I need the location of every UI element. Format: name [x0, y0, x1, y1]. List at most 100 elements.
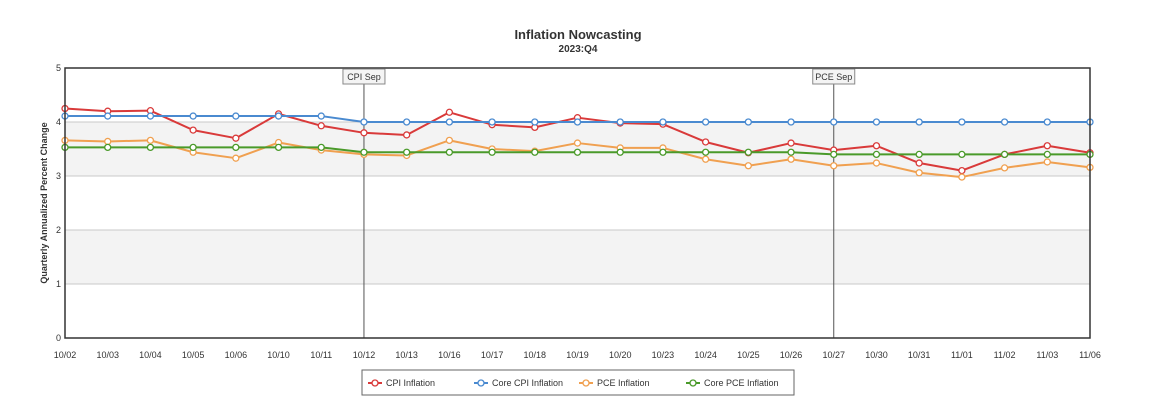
x-tick-label: 10/02 — [54, 350, 77, 360]
data-point[interactable] — [915, 150, 923, 159]
data-point[interactable] — [659, 118, 667, 126]
data-point[interactable] — [317, 112, 325, 120]
data-point[interactable] — [445, 108, 454, 116]
gridlines — [65, 67, 1090, 339]
y-tick-label: 5 — [56, 63, 61, 73]
data-point[interactable] — [1043, 158, 1051, 166]
annotation-lines — [363, 68, 835, 338]
x-tick-label: 11/06 — [1079, 350, 1101, 360]
data-point[interactable] — [659, 148, 667, 156]
legend-item[interactable]: PCE Inflation — [579, 378, 650, 388]
data-point[interactable] — [573, 118, 582, 126]
data-point[interactable] — [360, 129, 368, 137]
data-point[interactable] — [744, 162, 752, 170]
x-tick-label: 10/16 — [438, 350, 461, 360]
data-point[interactable] — [403, 148, 411, 156]
data-point[interactable] — [146, 143, 155, 152]
data-point[interactable] — [701, 118, 710, 126]
x-tick-label: 10/24 — [694, 350, 717, 360]
data-point[interactable] — [915, 169, 923, 177]
data-point[interactable] — [1000, 150, 1009, 159]
data-point[interactable] — [1043, 118, 1051, 126]
data-point[interactable] — [787, 118, 795, 126]
data-point[interactable] — [616, 118, 624, 126]
data-point[interactable] — [573, 148, 582, 156]
data-point[interactable] — [1000, 118, 1009, 126]
data-point[interactable] — [701, 155, 710, 163]
data-point[interactable] — [1000, 164, 1009, 172]
data-point[interactable] — [531, 118, 539, 126]
x-tick-label: 10/13 — [395, 350, 418, 360]
data-point[interactable] — [872, 118, 881, 126]
data-point[interactable] — [189, 126, 197, 134]
data-point[interactable] — [573, 139, 582, 147]
data-point[interactable] — [616, 148, 624, 156]
data-point[interactable] — [830, 162, 838, 170]
annotation-label-box — [342, 68, 386, 85]
data-point[interactable] — [104, 137, 112, 146]
data-point[interactable] — [531, 148, 539, 156]
data-point[interactable] — [958, 118, 966, 126]
x-tick-label: 10/25 — [737, 350, 760, 360]
data-point[interactable] — [189, 112, 197, 120]
y-axis-label: Quarterly Annualized Percent Change — [39, 122, 49, 283]
data-point[interactable] — [488, 118, 496, 126]
data-point[interactable] — [317, 143, 325, 152]
x-tick-label: 10/05 — [182, 350, 205, 360]
data-point[interactable] — [872, 142, 881, 150]
data-point[interactable] — [445, 118, 454, 126]
data-point[interactable] — [958, 150, 966, 159]
data-point[interactable] — [787, 139, 795, 147]
legend-swatch-marker — [689, 379, 697, 387]
x-tick-label: 11/03 — [1036, 350, 1058, 360]
data-point[interactable] — [274, 143, 283, 152]
data-point[interactable] — [360, 148, 368, 156]
data-point[interactable] — [232, 143, 240, 152]
data-point[interactable] — [787, 155, 795, 163]
data-point[interactable] — [701, 138, 710, 146]
data-point[interactable] — [488, 148, 496, 156]
legend-swatch-marker — [477, 379, 485, 387]
data-point[interactable] — [958, 173, 966, 181]
x-tick-label: 10/04 — [139, 350, 162, 360]
data-point[interactable] — [958, 166, 966, 175]
data-point[interactable] — [1043, 142, 1051, 150]
data-point[interactable] — [445, 148, 454, 156]
data-point[interactable] — [830, 150, 838, 159]
data-point[interactable] — [232, 134, 240, 142]
x-tick-label: 10/26 — [780, 350, 803, 360]
data-point[interactable] — [872, 150, 881, 159]
legend-item[interactable]: CPI Inflation — [368, 378, 435, 388]
data-point[interactable] — [232, 112, 240, 120]
data-point[interactable] — [146, 112, 155, 120]
data-point[interactable] — [232, 154, 240, 162]
data-point[interactable] — [146, 136, 155, 145]
annotation-label: PCE Sep — [815, 72, 852, 82]
data-point[interactable] — [744, 118, 752, 126]
chart-title: Inflation Nowcasting — [514, 27, 641, 42]
x-tick-label: 10/30 — [865, 350, 888, 360]
x-tick-label: 10/27 — [822, 350, 845, 360]
data-point[interactable] — [1043, 150, 1051, 159]
data-point[interactable] — [274, 112, 283, 120]
data-point[interactable] — [189, 143, 197, 152]
data-point[interactable] — [445, 136, 454, 145]
data-point[interactable] — [915, 118, 923, 126]
data-point[interactable] — [403, 131, 411, 139]
data-point[interactable] — [872, 159, 881, 167]
data-point[interactable] — [403, 118, 411, 126]
data-point[interactable] — [104, 112, 112, 120]
data-point[interactable] — [317, 122, 325, 130]
chart-subtitle: 2023:Q4 — [559, 44, 598, 55]
legend-item[interactable]: Core PCE Inflation — [686, 378, 779, 388]
data-point[interactable] — [701, 148, 710, 156]
x-tick-label: 10/03 — [96, 350, 119, 360]
data-point[interactable] — [360, 118, 368, 126]
data-point[interactable] — [744, 148, 752, 156]
data-point[interactable] — [787, 148, 795, 156]
legend-item[interactable]: Core CPI Inflation — [474, 378, 563, 388]
data-point[interactable] — [915, 159, 923, 167]
data-point[interactable] — [830, 118, 838, 126]
data-point[interactable] — [104, 143, 112, 152]
